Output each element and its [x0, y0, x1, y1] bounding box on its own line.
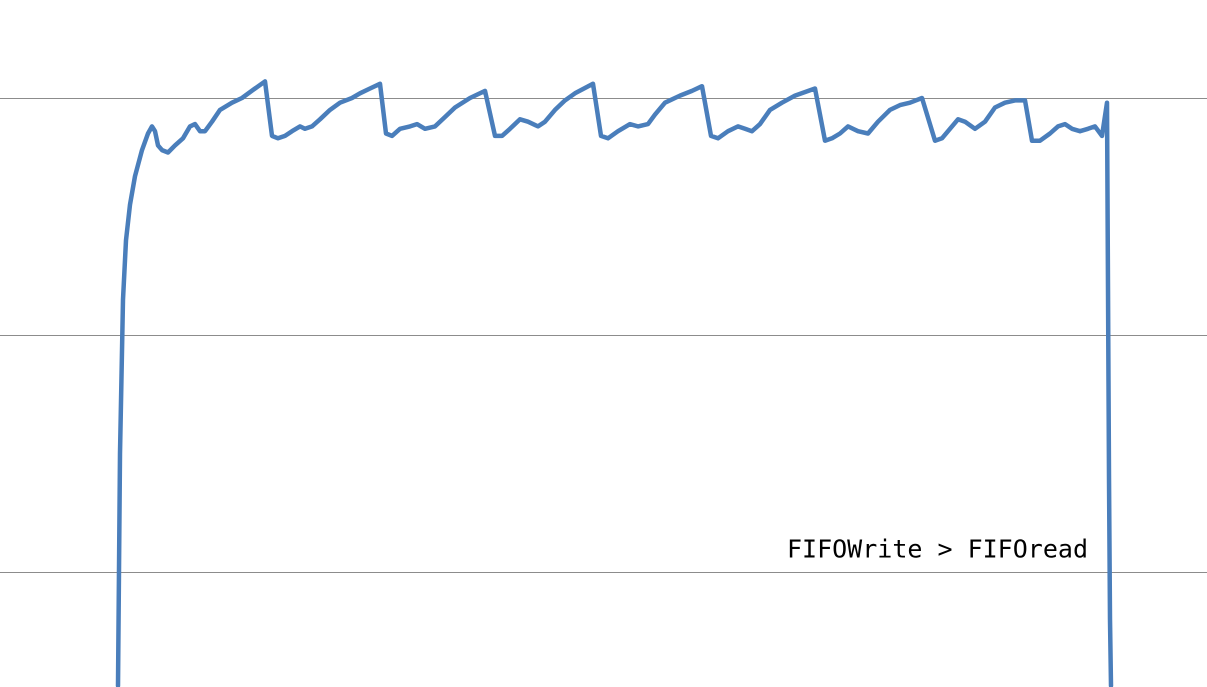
gridlines [0, 98, 1207, 573]
annotation-label: FIFOWrite > FIFOread [787, 534, 1088, 563]
annotations: FIFOWrite > FIFOread [787, 534, 1088, 563]
series-line-0 [115, 79, 1114, 687]
series-group [115, 79, 1114, 687]
